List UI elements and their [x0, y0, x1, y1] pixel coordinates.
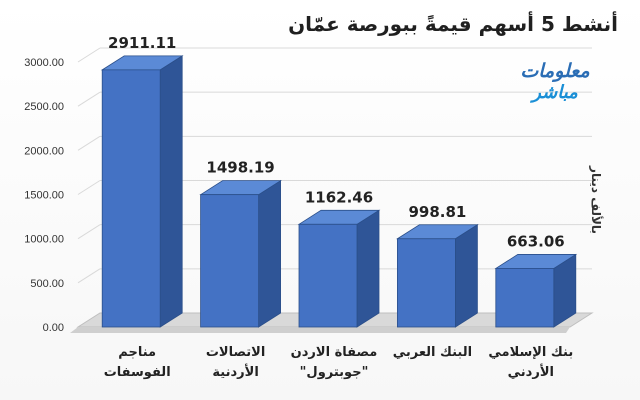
- x-tick-label: البنك العربي: [393, 345, 472, 360]
- y-tick-label: 3000.00: [24, 57, 64, 69]
- x-tick-label: الاتصالات: [206, 345, 265, 360]
- logo-line-1: معلومات: [520, 60, 590, 82]
- x-tick-label: مصفاة الاردن: [291, 345, 378, 360]
- brand-logo: معلومات مباشر: [510, 60, 600, 104]
- y-tick-label: 500.00: [30, 278, 64, 290]
- bar-side: [159, 55, 183, 328]
- y-tick-label: 2000.00: [24, 145, 64, 157]
- data-label: 1498.19: [206, 159, 274, 177]
- bar-side: [356, 209, 380, 328]
- x-tick-label: الأردني: [508, 363, 554, 380]
- bar: [396, 238, 456, 328]
- bar: [200, 194, 260, 328]
- bar-side: [258, 179, 282, 328]
- x-tick-label: "جوبترول": [300, 365, 369, 380]
- y-tick-label: 2500.00: [24, 101, 64, 113]
- bar: [101, 69, 161, 328]
- gridline-side: [77, 224, 101, 240]
- gridline-side: [77, 180, 101, 195]
- x-tick-label: بنك الإسلامي: [488, 345, 573, 360]
- gridline-side: [77, 135, 101, 151]
- x-tick-label: الأردنية: [212, 363, 258, 380]
- data-label: 663.06: [507, 232, 565, 250]
- y-tick-label: 1500.00: [24, 190, 64, 202]
- x-tick-label: مناجم: [118, 345, 156, 360]
- chart-floor-edge: [70, 327, 570, 333]
- data-label: 2911.11: [108, 34, 176, 52]
- y-axis-unit-label: بالألف دينار: [589, 166, 603, 234]
- logo-line-2: مباشر: [532, 82, 578, 103]
- gridline-side: [77, 91, 101, 107]
- gridline-side: [77, 268, 101, 284]
- y-tick-label: 0.00: [43, 322, 64, 334]
- y-tick-label: 1000.00: [24, 234, 64, 246]
- bar-side: [454, 224, 478, 328]
- x-tick-label: الفوسفات: [104, 365, 171, 380]
- data-label: 998.81: [408, 203, 466, 221]
- chart-title: أنشط 5 أسهم قيمةً ببورصة عمّان: [288, 12, 618, 36]
- bar: [495, 268, 555, 328]
- gridline-side: [77, 47, 101, 63]
- bar: [298, 223, 358, 328]
- data-label: 1162.46: [305, 188, 373, 206]
